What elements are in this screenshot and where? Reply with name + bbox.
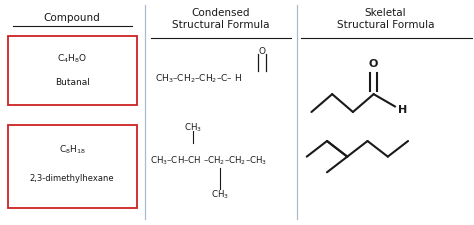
Text: C$_8$H$_{18}$: C$_8$H$_{18}$: [59, 143, 86, 155]
Text: H: H: [398, 104, 408, 114]
Text: O: O: [369, 59, 378, 69]
Text: Skeletal
Structural Formula: Skeletal Structural Formula: [337, 8, 434, 29]
Text: Compound: Compound: [44, 13, 100, 22]
Text: CH$_3$: CH$_3$: [210, 187, 228, 200]
FancyBboxPatch shape: [8, 37, 137, 106]
Text: CH$_3$: CH$_3$: [184, 121, 202, 133]
Text: CH$_3$–CH$_2$–CH$_2$–C– H: CH$_3$–CH$_2$–CH$_2$–C– H: [155, 72, 242, 84]
Text: CH$_3$–CH–CH –CH$_2$–CH$_2$–CH$_3$: CH$_3$–CH–CH –CH$_2$–CH$_2$–CH$_3$: [150, 154, 267, 166]
FancyBboxPatch shape: [8, 126, 137, 208]
Text: O: O: [258, 47, 265, 56]
Text: C$_4$H$_8$O: C$_4$H$_8$O: [57, 52, 87, 64]
Text: 2,3-dimethylhexane: 2,3-dimethylhexane: [30, 173, 114, 182]
Text: Condensed
Structural Formula: Condensed Structural Formula: [172, 8, 270, 29]
Text: Butanal: Butanal: [55, 78, 90, 87]
